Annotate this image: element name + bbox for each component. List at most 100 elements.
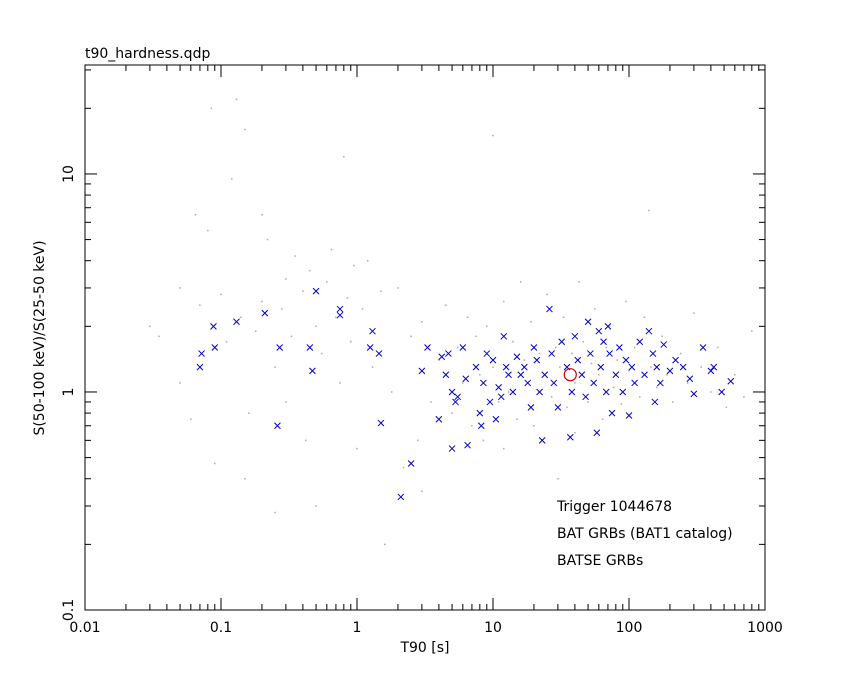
bat-point <box>530 344 538 351</box>
batse-point <box>225 340 228 343</box>
bat-point <box>593 429 601 437</box>
batse-point <box>199 304 201 306</box>
bat-point <box>582 393 590 401</box>
bat-point <box>309 367 316 375</box>
batse-point <box>533 424 535 427</box>
bat-point <box>435 415 443 423</box>
bat-point <box>666 367 674 375</box>
batse-point <box>666 373 668 376</box>
bat-point <box>604 322 612 330</box>
bat-point <box>641 371 648 379</box>
bat-point <box>571 332 579 340</box>
batse-point <box>421 490 423 493</box>
batse-point <box>590 362 593 365</box>
bat-point <box>233 318 240 326</box>
batse-point <box>438 359 440 361</box>
bat-point <box>628 363 636 371</box>
bat-point <box>649 350 657 357</box>
bat-point <box>590 379 598 387</box>
batse-point <box>350 340 352 343</box>
batse-point <box>397 287 399 289</box>
bat-point <box>606 350 613 357</box>
batse-point <box>512 340 514 343</box>
batse-point <box>571 352 573 355</box>
bat-point <box>546 305 553 313</box>
bat-point <box>454 393 462 401</box>
batse-point <box>466 316 469 319</box>
batse-point <box>523 359 526 361</box>
batse-point <box>179 287 181 289</box>
bat-point <box>336 311 344 319</box>
bat-point <box>377 419 385 427</box>
batse-point <box>582 340 584 343</box>
bat-point <box>536 388 543 396</box>
batse-point <box>608 325 611 328</box>
bat-point <box>476 409 484 417</box>
batse-point <box>462 382 464 384</box>
batse-point <box>743 396 745 398</box>
bat-point <box>502 363 510 371</box>
batse-point <box>240 316 242 319</box>
batse-point <box>503 447 505 450</box>
batse-point <box>612 386 615 389</box>
bat-point <box>480 379 487 387</box>
bat-point <box>533 356 541 364</box>
batse-point <box>639 396 641 398</box>
bat-point <box>312 287 320 295</box>
batse-point <box>194 213 197 216</box>
batse-point <box>235 98 238 101</box>
bat-point <box>690 390 698 398</box>
bat-point <box>336 305 344 313</box>
batse-point <box>274 366 276 368</box>
batse-point <box>700 366 703 368</box>
batse-point <box>710 391 712 393</box>
batse-point <box>417 439 419 442</box>
batse-point <box>693 312 695 314</box>
batse-point <box>557 477 559 480</box>
batse-point <box>214 462 216 465</box>
bat-point <box>276 344 284 351</box>
bat-point <box>472 363 480 371</box>
batse-point <box>734 373 736 376</box>
bat-point <box>445 350 452 357</box>
batse-point <box>503 300 505 303</box>
batse-point <box>380 290 382 292</box>
batse-point <box>356 447 358 450</box>
bat-point <box>198 350 205 357</box>
batse-point <box>149 325 151 328</box>
batse-point <box>367 259 369 262</box>
bat-point <box>369 327 376 335</box>
batse-point <box>190 418 192 420</box>
bat-point <box>568 388 576 396</box>
bat-point <box>597 363 605 371</box>
bat-point <box>261 309 269 317</box>
batse-point <box>650 366 652 368</box>
bat-point <box>462 375 470 383</box>
batse-point <box>254 330 257 332</box>
y-tick-label: 10 <box>61 165 77 183</box>
batse-point <box>421 320 423 323</box>
batse-point <box>384 543 386 546</box>
x-tick-label: 1000 <box>747 620 783 636</box>
batse-point <box>574 432 576 434</box>
bat-point <box>612 371 620 379</box>
bat-point <box>608 409 616 417</box>
bat-point <box>505 371 512 379</box>
bat-point <box>636 338 644 346</box>
batse-point <box>538 352 541 355</box>
bat-point <box>509 388 517 396</box>
legend-entry: BAT GRBs (BAT1 catalog) <box>557 526 733 542</box>
bat-point <box>541 371 549 379</box>
bat-point <box>595 327 603 335</box>
bat-point <box>517 371 525 379</box>
bat-point <box>459 344 467 351</box>
legend-entry: BATSE GRBs <box>557 553 643 569</box>
bat-point <box>686 375 694 383</box>
batse-point <box>451 412 453 414</box>
batse-point <box>656 386 658 389</box>
bat-point <box>548 350 556 357</box>
batse-point <box>648 209 650 212</box>
bat-point <box>679 363 687 371</box>
batse-point <box>179 382 181 384</box>
batse-point <box>266 238 269 241</box>
